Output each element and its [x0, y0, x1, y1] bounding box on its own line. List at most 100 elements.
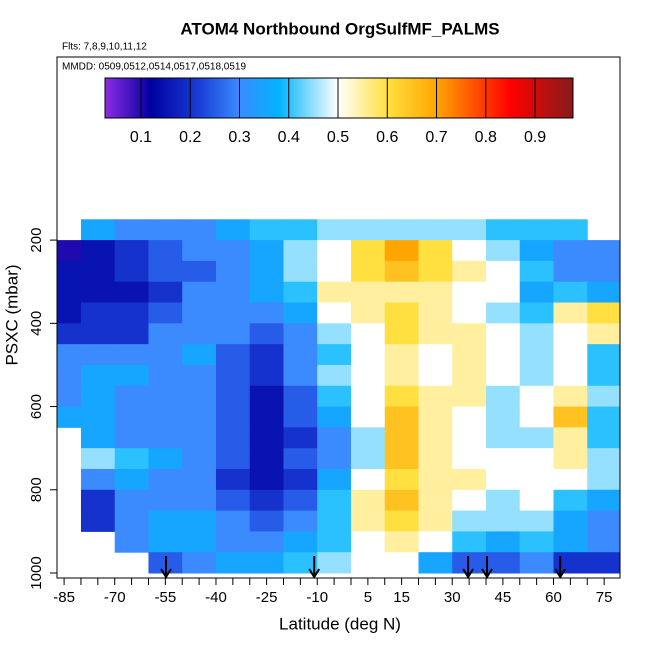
heat-cell — [350, 468, 386, 491]
heat-cell — [486, 489, 521, 512]
heat-cell — [486, 531, 521, 553]
heat-cell — [350, 427, 386, 449]
heat-cell — [587, 260, 620, 283]
heat-cell — [384, 552, 419, 574]
heat-cell — [148, 344, 183, 366]
heat-cell — [519, 240, 555, 262]
heat-cell — [519, 531, 555, 553]
heat-cell — [148, 489, 183, 512]
heat-cell — [553, 552, 588, 574]
heat-cell — [587, 302, 620, 324]
x-tick-label: 60 — [545, 589, 562, 606]
heat-cell — [350, 281, 386, 304]
heat-cell — [215, 323, 251, 345]
heat-cell — [215, 448, 251, 470]
colorbar-tick-label: 0.4 — [278, 129, 300, 146]
heat-cell — [215, 468, 251, 491]
heat-cell — [283, 260, 318, 283]
heat-cell — [249, 427, 284, 449]
heat-cell — [114, 406, 149, 428]
heat-cell — [57, 364, 82, 387]
heat-cell — [519, 427, 555, 449]
heat-cell — [114, 302, 149, 324]
heat-cell — [519, 385, 555, 408]
flight-arrow — [462, 556, 474, 579]
heat-cell — [80, 385, 116, 408]
heat-cell — [418, 489, 453, 512]
heat-cell — [215, 364, 251, 387]
heatmap — [57, 219, 620, 574]
heat-cell — [486, 364, 521, 387]
heat-cell — [80, 406, 116, 428]
heat-cell — [80, 323, 116, 345]
heat-cell — [452, 323, 487, 345]
heat-cell — [283, 468, 318, 491]
heat-cell — [249, 344, 284, 366]
x-tick-label: -70 — [104, 589, 126, 606]
heat-cell — [148, 468, 183, 491]
heat-cell — [418, 219, 453, 241]
heat-cell — [317, 531, 352, 553]
heat-cell — [80, 219, 116, 241]
heat-cell — [148, 364, 183, 387]
heat-cell — [553, 260, 588, 283]
colorbar-tick-label: 0.1 — [130, 129, 152, 146]
heat-cell — [57, 323, 82, 345]
heat-cell — [350, 531, 386, 553]
heat-cell — [114, 240, 149, 262]
heat-cell — [283, 552, 318, 574]
heat-cell — [215, 489, 251, 512]
heat-cell — [418, 364, 453, 387]
x-tick-label: -25 — [256, 589, 278, 606]
heat-cell — [283, 364, 318, 387]
heat-cell — [114, 468, 149, 491]
heat-cell — [57, 240, 82, 262]
colorbar — [104, 77, 574, 119]
heat-cell — [317, 385, 352, 408]
heat-cell — [384, 364, 419, 387]
heat-cell — [80, 510, 116, 532]
heat-cell — [215, 281, 251, 304]
heat-cell — [182, 489, 217, 512]
heat-cell — [148, 510, 183, 532]
heat-cell — [486, 448, 521, 470]
heat-cell — [384, 260, 419, 283]
heat-cell — [249, 323, 284, 345]
heat-cell — [249, 385, 284, 408]
heat-cell — [317, 302, 352, 324]
heat-cell — [587, 448, 620, 470]
heat-cell — [553, 510, 588, 532]
heat-cell — [80, 260, 116, 283]
heat-cell — [283, 489, 318, 512]
heat-cell — [114, 427, 149, 449]
heat-cell — [182, 302, 217, 324]
heat-cell — [587, 510, 620, 532]
heat-cell — [114, 281, 149, 304]
heat-cell — [519, 510, 555, 532]
heat-cell — [587, 552, 620, 574]
colorbar-tick-label: 0.9 — [524, 129, 546, 146]
x-tick-label: 15 — [393, 589, 410, 606]
x-tick-label: 75 — [596, 589, 613, 606]
heat-cell — [215, 531, 251, 553]
heat-cell — [384, 302, 419, 324]
heat-cell — [418, 240, 453, 262]
heat-cell — [418, 344, 453, 366]
heat-cell — [114, 323, 149, 345]
heat-cell — [452, 552, 487, 574]
heat-cell — [215, 344, 251, 366]
heat-cell — [249, 240, 284, 262]
heat-cell — [317, 240, 352, 262]
heat-cell — [283, 281, 318, 304]
colorbar-tick-label: 0.6 — [376, 129, 398, 146]
heat-cell — [182, 448, 217, 470]
heat-cell — [350, 510, 386, 532]
heat-cell — [182, 468, 217, 491]
heat-cell — [350, 552, 386, 574]
heat-cell — [452, 240, 487, 262]
heat-cell — [249, 468, 284, 491]
heat-cell — [418, 260, 453, 283]
heat-cell — [486, 281, 521, 304]
heat-cell — [350, 406, 386, 428]
